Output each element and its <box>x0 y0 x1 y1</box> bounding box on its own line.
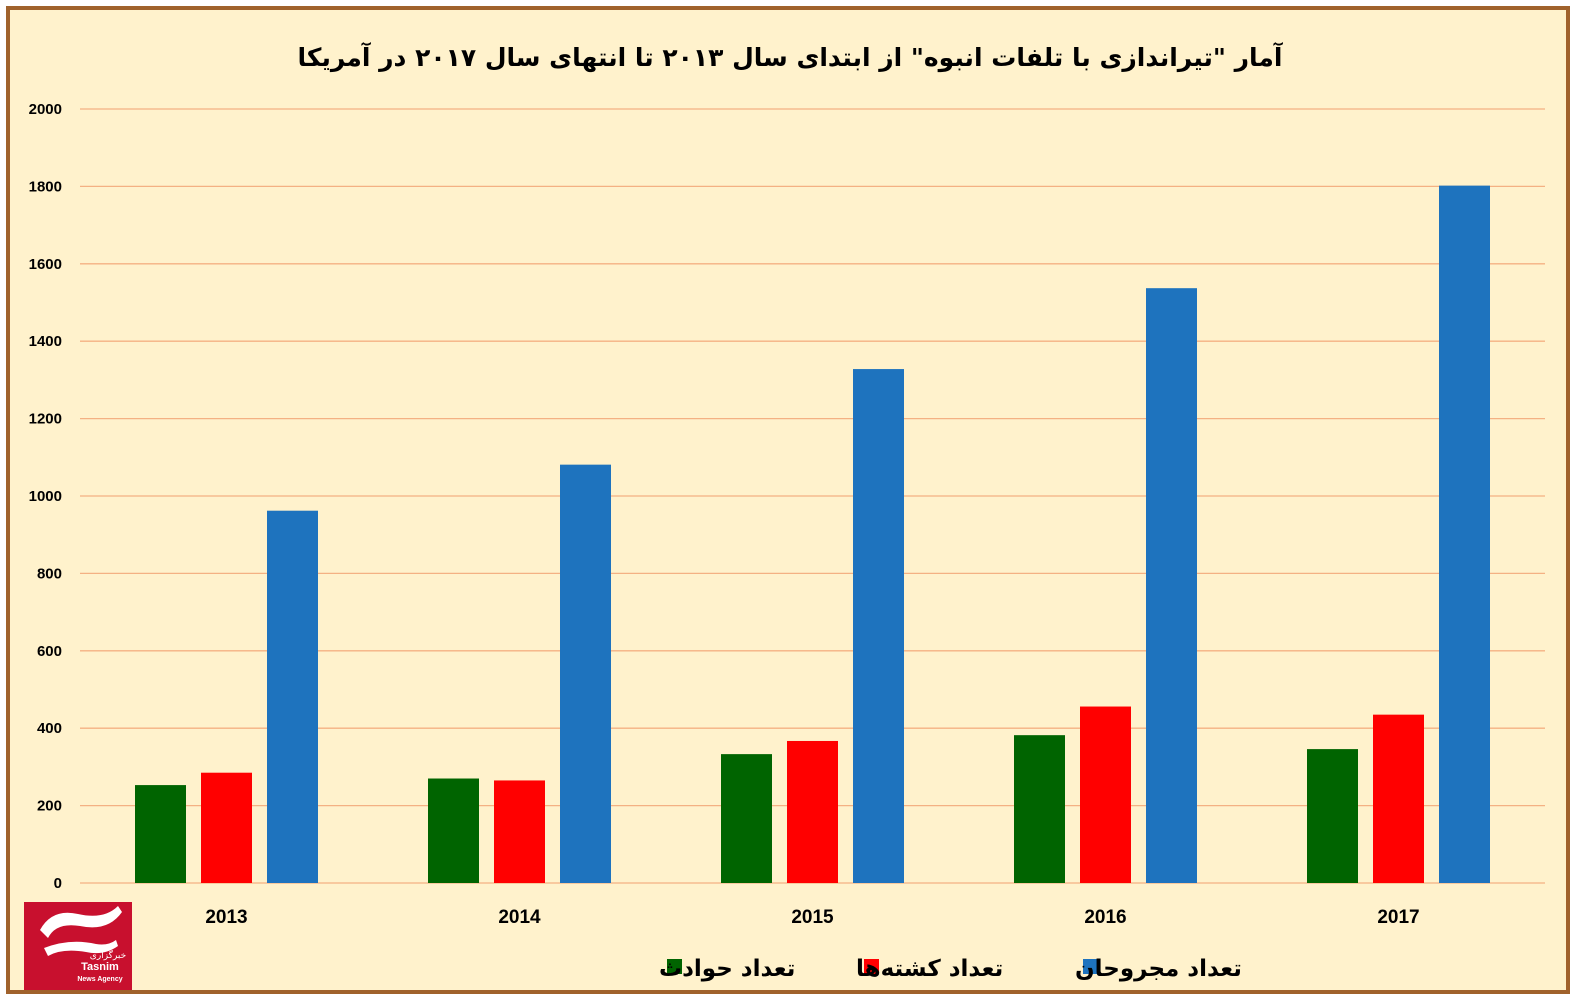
x-axis-tick-labels: 2013 2014 2015 2016 2017 <box>205 907 1419 928</box>
bar-2017-series-1 <box>1307 749 1358 883</box>
bar-2014-series-2 <box>494 780 545 883</box>
y-tick-label-1000: 1000 <box>29 488 62 505</box>
y-tick-label-1800: 1800 <box>29 178 62 195</box>
logo-brand-en: Tasnim <box>81 961 119 973</box>
bar-2017-series-3 <box>1439 185 1490 884</box>
legend-label-3: تعداد مجروحان <box>1075 956 1242 982</box>
bar-2016-series-2 <box>1080 706 1131 883</box>
y-tick-label-0: 0 <box>54 875 62 892</box>
x-tick-label-2015: 2015 <box>791 907 834 928</box>
bars <box>135 185 1490 884</box>
y-tick-label-1400: 1400 <box>29 333 62 350</box>
y-axis-tick-labels: 0 200 400 600 800 1000 1200 1400 1600 1800 2000 <box>29 101 62 892</box>
y-tick-label-1600: 1600 <box>29 256 62 273</box>
bar-2013-series-2 <box>201 772 252 883</box>
legend-swatch-1 <box>667 959 682 974</box>
bar-2013-series-3 <box>267 510 318 883</box>
logo-subtitle-en: News Agency <box>77 976 122 983</box>
y-tick-label-600: 600 <box>37 643 62 660</box>
logo-calligraphy-mark <box>40 906 122 956</box>
legend-swatch-3 <box>1083 959 1098 974</box>
tasnim-logo: خبرگزاری Tasnim News Agency <box>24 902 132 990</box>
x-tick-label-2016: 2016 <box>1084 907 1126 928</box>
x-tick-label-2017: 2017 <box>1377 907 1419 928</box>
bar-2015-series-2 <box>787 740 838 883</box>
legend-label-1: تعداد حوادث <box>659 956 795 982</box>
bar-2013-series-1 <box>135 785 186 883</box>
y-tick-label-1200: 1200 <box>29 411 62 428</box>
x-tick-label-2013: 2013 <box>205 907 247 928</box>
y-tick-label-800: 800 <box>37 565 62 582</box>
gridlines <box>80 108 1545 884</box>
logo-subtitle-fa: خبرگزاری <box>90 949 126 961</box>
bar-2014-series-1 <box>428 778 479 883</box>
bar-2015-series-3 <box>853 369 904 884</box>
bar-2016-series-3 <box>1146 288 1197 883</box>
bar-2015-series-1 <box>721 754 772 883</box>
legend-swatch-2 <box>864 959 879 974</box>
bar-2016-series-1 <box>1014 735 1065 883</box>
y-tick-label-400: 400 <box>37 720 62 737</box>
bar-2017-series-2 <box>1373 714 1424 883</box>
y-tick-label-200: 200 <box>37 798 62 815</box>
legend-label-2: تعداد کشته‌ها <box>856 956 1003 982</box>
y-tick-label-2000: 2000 <box>29 101 62 118</box>
x-tick-label-2014: 2014 <box>498 907 541 928</box>
bar-2014-series-3 <box>560 464 611 883</box>
chart-title: آمار "تیراندازی با تلفات انبوه" از ابتدا… <box>298 42 1284 73</box>
legend: تعداد حوادث تعداد کشته‌ها تعداد مجروحان <box>659 956 1242 982</box>
